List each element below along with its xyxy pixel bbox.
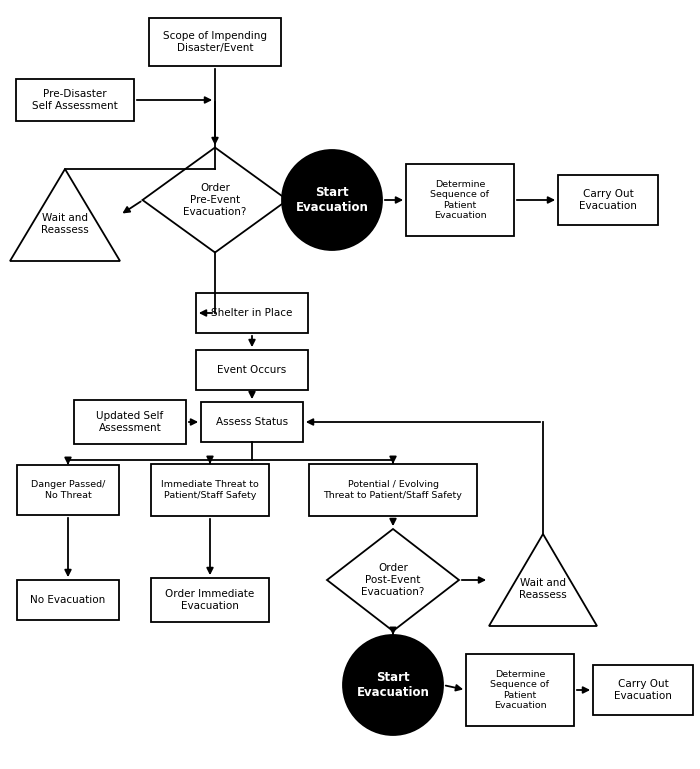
Text: Wait and
Reassess: Wait and Reassess: [519, 578, 567, 600]
FancyBboxPatch shape: [151, 578, 269, 622]
Text: Potential / Evolving
Threat to Patient/Staff Safety: Potential / Evolving Threat to Patient/S…: [323, 481, 463, 500]
Text: Carry Out
Evacuation: Carry Out Evacuation: [614, 679, 672, 701]
Text: Immediate Threat to
Patient/Staff Safety: Immediate Threat to Patient/Staff Safety: [161, 481, 259, 500]
Text: Event Occurs: Event Occurs: [218, 365, 286, 375]
Text: Order
Post-Event
Evacuation?: Order Post-Event Evacuation?: [361, 564, 425, 597]
FancyBboxPatch shape: [466, 654, 574, 726]
FancyBboxPatch shape: [196, 293, 308, 333]
Polygon shape: [10, 169, 120, 261]
Text: Start
Evacuation: Start Evacuation: [356, 671, 429, 699]
FancyBboxPatch shape: [201, 402, 303, 442]
FancyBboxPatch shape: [196, 350, 308, 390]
Text: Shelter in Place: Shelter in Place: [211, 308, 293, 318]
Polygon shape: [143, 148, 288, 252]
Polygon shape: [489, 534, 597, 626]
Text: Pre-Disaster
Self Assessment: Pre-Disaster Self Assessment: [32, 89, 118, 111]
FancyBboxPatch shape: [17, 465, 119, 515]
Ellipse shape: [343, 635, 443, 735]
FancyBboxPatch shape: [74, 400, 186, 444]
Text: Carry Out
Evacuation: Carry Out Evacuation: [579, 189, 637, 211]
Text: Determine
Sequence of
Patient
Evacuation: Determine Sequence of Patient Evacuation: [430, 180, 489, 220]
Text: No Evacuation: No Evacuation: [30, 595, 106, 605]
Text: Wait and
Reassess: Wait and Reassess: [41, 214, 89, 235]
Text: Updated Self
Assessment: Updated Self Assessment: [97, 411, 164, 433]
Polygon shape: [327, 529, 459, 631]
FancyBboxPatch shape: [309, 464, 477, 516]
Text: Start
Evacuation: Start Evacuation: [295, 186, 368, 214]
FancyBboxPatch shape: [406, 164, 514, 236]
FancyBboxPatch shape: [151, 464, 269, 516]
Ellipse shape: [282, 150, 382, 250]
FancyBboxPatch shape: [16, 79, 134, 121]
FancyBboxPatch shape: [593, 665, 693, 715]
Text: Scope of Impending
Disaster/Event: Scope of Impending Disaster/Event: [163, 32, 267, 53]
FancyBboxPatch shape: [17, 580, 119, 620]
Text: Danger Passed/
No Threat: Danger Passed/ No Threat: [31, 481, 105, 500]
Text: Order Immediate
Evacuation: Order Immediate Evacuation: [165, 589, 255, 611]
Text: Order
Pre-Event
Evacuation?: Order Pre-Event Evacuation?: [183, 183, 246, 217]
FancyBboxPatch shape: [149, 18, 281, 66]
FancyBboxPatch shape: [558, 175, 658, 225]
Text: Assess Status: Assess Status: [216, 417, 288, 427]
Text: Determine
Sequence of
Patient
Evacuation: Determine Sequence of Patient Evacuation: [491, 670, 550, 710]
